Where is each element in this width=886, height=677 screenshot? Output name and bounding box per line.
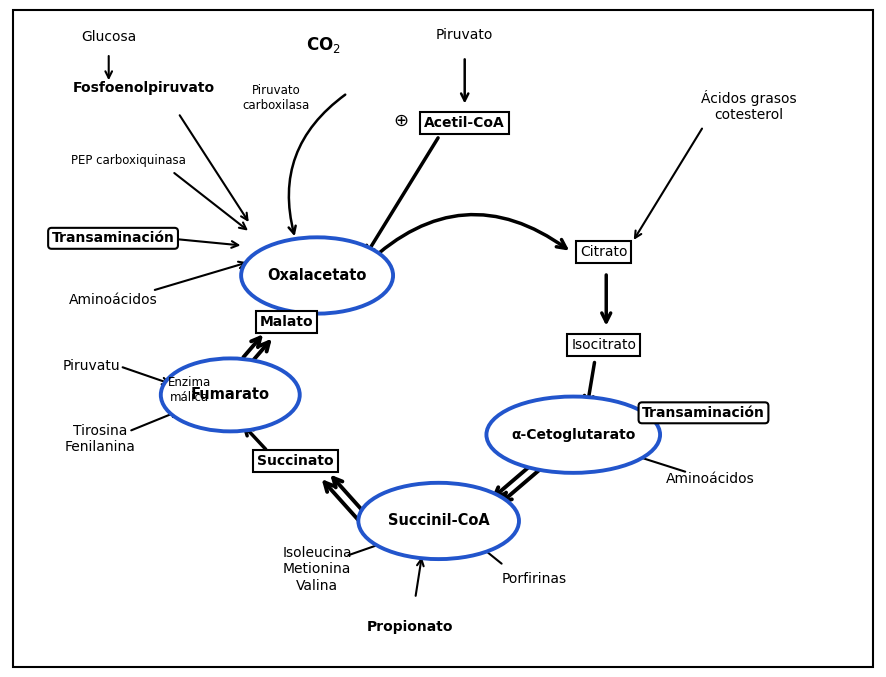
Text: Succinato: Succinato (257, 454, 334, 468)
Ellipse shape (486, 397, 660, 473)
Text: Propionato: Propionato (367, 620, 454, 634)
Ellipse shape (358, 483, 519, 559)
Text: α-Cetoglutarato: α-Cetoglutarato (511, 428, 635, 441)
Text: Enzima
málica: Enzima málica (167, 376, 211, 404)
Text: Piruvatu: Piruvatu (63, 359, 120, 373)
Text: Malato: Malato (260, 315, 314, 329)
Text: Acetil-CoA: Acetil-CoA (424, 116, 505, 130)
Text: Piruvato
carboxilasa: Piruvato carboxilasa (243, 85, 310, 112)
Text: Oxalacetato: Oxalacetato (268, 268, 367, 283)
Text: Fosfoenolpiruvato: Fosfoenolpiruvato (73, 81, 214, 95)
Text: Succinil-CoA: Succinil-CoA (388, 513, 490, 529)
Text: Transaminación: Transaminación (642, 406, 765, 420)
Text: Glucosa: Glucosa (82, 30, 136, 43)
Text: Aminoácidos: Aminoácidos (666, 472, 755, 486)
Text: Isocitrato: Isocitrato (571, 338, 636, 352)
Text: Piruvato: Piruvato (436, 28, 494, 41)
Ellipse shape (241, 238, 393, 313)
Text: Ácidos grasos
cotesterol: Ácidos grasos cotesterol (701, 90, 797, 123)
Text: ⊕: ⊕ (393, 112, 408, 130)
Ellipse shape (160, 358, 299, 431)
Text: Isoleucina
Metionina
Valina: Isoleucina Metionina Valina (283, 546, 352, 592)
Text: Transaminación: Transaminación (51, 232, 175, 245)
Text: Fumarato: Fumarato (190, 387, 269, 402)
Text: PEP carboxiquinasa: PEP carboxiquinasa (71, 154, 186, 167)
Text: Porfirinas: Porfirinas (501, 571, 567, 586)
Text: CO$_2$: CO$_2$ (306, 35, 340, 56)
Text: Citrato: Citrato (579, 245, 627, 259)
Text: Tirosina
Fenilanina: Tirosina Fenilanina (65, 424, 136, 454)
Text: Aminoácidos: Aminoácidos (69, 293, 158, 307)
